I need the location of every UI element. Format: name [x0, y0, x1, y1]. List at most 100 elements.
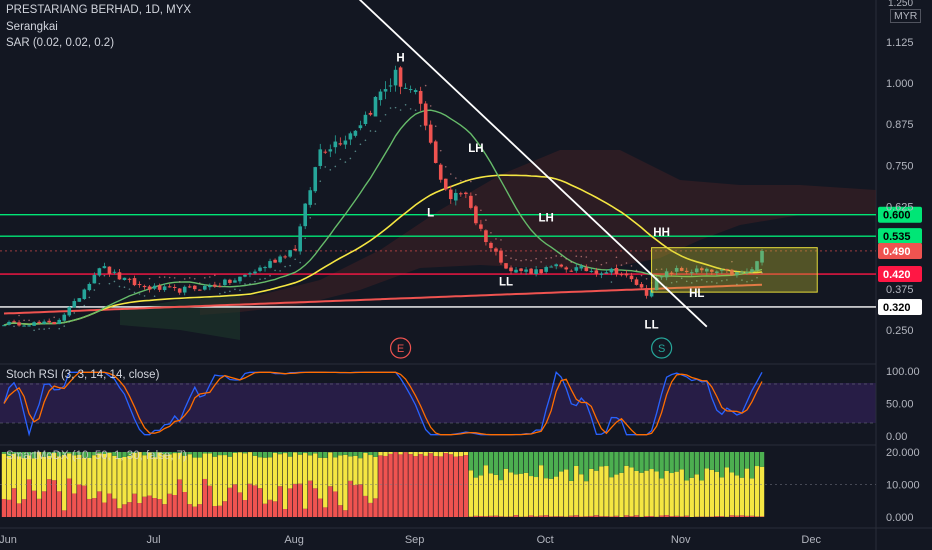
candle-body — [499, 250, 503, 263]
smartmodx-bar — [1, 453, 7, 499]
smartmodx-bar — [172, 453, 177, 496]
smartmodx-bar — [398, 454, 403, 517]
candle-body — [87, 283, 92, 291]
sar-dot — [690, 282, 693, 284]
smartmodx-bar — [182, 492, 187, 517]
smartmodx-bar — [142, 496, 147, 517]
sar-dot — [731, 260, 733, 263]
smartmodx-bar — [483, 465, 489, 517]
smartmodx-tick: 20.000 — [886, 447, 920, 459]
event-marker-label: E — [397, 343, 404, 355]
candle-body — [288, 250, 292, 257]
smartmodx-bar — [348, 452, 353, 457]
sar-dot — [158, 276, 161, 278]
smartmodx-bar — [378, 455, 383, 517]
sar-dot — [143, 295, 146, 297]
smartmodx-bar — [614, 474, 619, 516]
smartmodx-bar — [548, 516, 554, 517]
candle-body — [639, 284, 644, 288]
smartmodx-bar — [548, 452, 554, 479]
candle-body — [659, 276, 664, 278]
candle-body — [549, 266, 553, 268]
smartmodx-bar — [277, 486, 283, 517]
smartmodx-bar — [87, 457, 92, 499]
level-badge — [878, 266, 922, 283]
smartmodx-bar — [604, 452, 609, 467]
smartmodx-bar — [11, 452, 17, 454]
candle-body — [614, 267, 619, 275]
smartmodx-bar — [584, 452, 589, 482]
candle-body — [273, 259, 277, 263]
smartmodx-bar — [488, 452, 494, 474]
smartmodx-bar — [518, 452, 524, 474]
candle-body — [298, 226, 302, 252]
level-badge — [878, 206, 922, 223]
smartmodx-bar — [378, 452, 383, 456]
smartmodx-bar — [16, 503, 22, 517]
smartmodx-bar — [569, 515, 574, 517]
sar-dot — [555, 255, 557, 257]
candle-body — [142, 285, 147, 288]
smartmodx-bar — [52, 480, 57, 517]
smartmodx-bar — [272, 452, 278, 453]
smartmodx-bar — [207, 452, 213, 454]
currency-badge[interactable]: MYR — [890, 9, 922, 23]
smartmodx-bar — [167, 454, 172, 494]
smartmodx-bar — [338, 452, 343, 456]
smartmodx-bar — [262, 457, 268, 504]
smartmodx-bar — [207, 485, 213, 517]
sar-dot — [585, 256, 588, 258]
smartmodx-bar — [267, 457, 273, 500]
sar-dot — [716, 282, 718, 284]
smartmodx-bar — [649, 516, 654, 517]
sar-dot — [751, 279, 753, 282]
smartmodx-bar — [46, 479, 52, 517]
smartmodx-bar — [167, 493, 172, 517]
smartmodx-bar — [759, 466, 765, 517]
sar-dot — [389, 107, 392, 109]
smartmodx-bar — [744, 452, 750, 469]
sar-dot — [675, 281, 678, 283]
smartmodx-bar — [754, 516, 760, 517]
smartmodx-bar — [363, 452, 368, 453]
smartmodx-bar — [383, 452, 388, 456]
candle-body — [388, 85, 393, 87]
smartmodx-bar — [373, 498, 378, 517]
smartmodx-bar — [57, 491, 62, 517]
smartmodx-bar — [543, 478, 549, 516]
smartmodx-bar — [579, 452, 584, 475]
price-scale-top: 1.250 — [888, 0, 914, 9]
pattern-label: HL — [689, 288, 704, 300]
sar-dot — [43, 328, 45, 330]
smartmodx-bar — [438, 452, 443, 457]
sar-dot — [610, 281, 613, 283]
smartmodx-bar — [358, 452, 363, 459]
sar-dot — [68, 320, 71, 323]
smartmodx-bar — [227, 487, 233, 517]
smartmodx-bar — [77, 484, 82, 517]
sar-dot — [736, 283, 738, 286]
sar-dot — [38, 328, 40, 330]
smartmodx-bar — [453, 456, 458, 517]
candle-body — [182, 286, 187, 293]
smartmodx-bar — [473, 477, 479, 516]
sar-dot — [414, 109, 417, 112]
smartmodx-bar — [16, 456, 22, 504]
smartmodx-bar — [147, 452, 152, 496]
candle-body — [12, 321, 16, 323]
smartmodx-bar — [438, 456, 443, 517]
candle-body — [42, 321, 46, 324]
smartmodx-bar — [177, 452, 182, 453]
ma200-line — [3, 283, 763, 315]
candle-body — [363, 114, 368, 125]
sar-dot — [655, 268, 658, 271]
candle-body — [740, 271, 744, 273]
sar-dot — [168, 276, 171, 279]
candle-body — [524, 269, 528, 272]
candle-body — [67, 307, 72, 316]
candle-body — [268, 261, 272, 268]
candle-body — [52, 321, 56, 325]
smartmodx-bar — [192, 452, 197, 458]
pattern-label: H — [396, 53, 404, 65]
